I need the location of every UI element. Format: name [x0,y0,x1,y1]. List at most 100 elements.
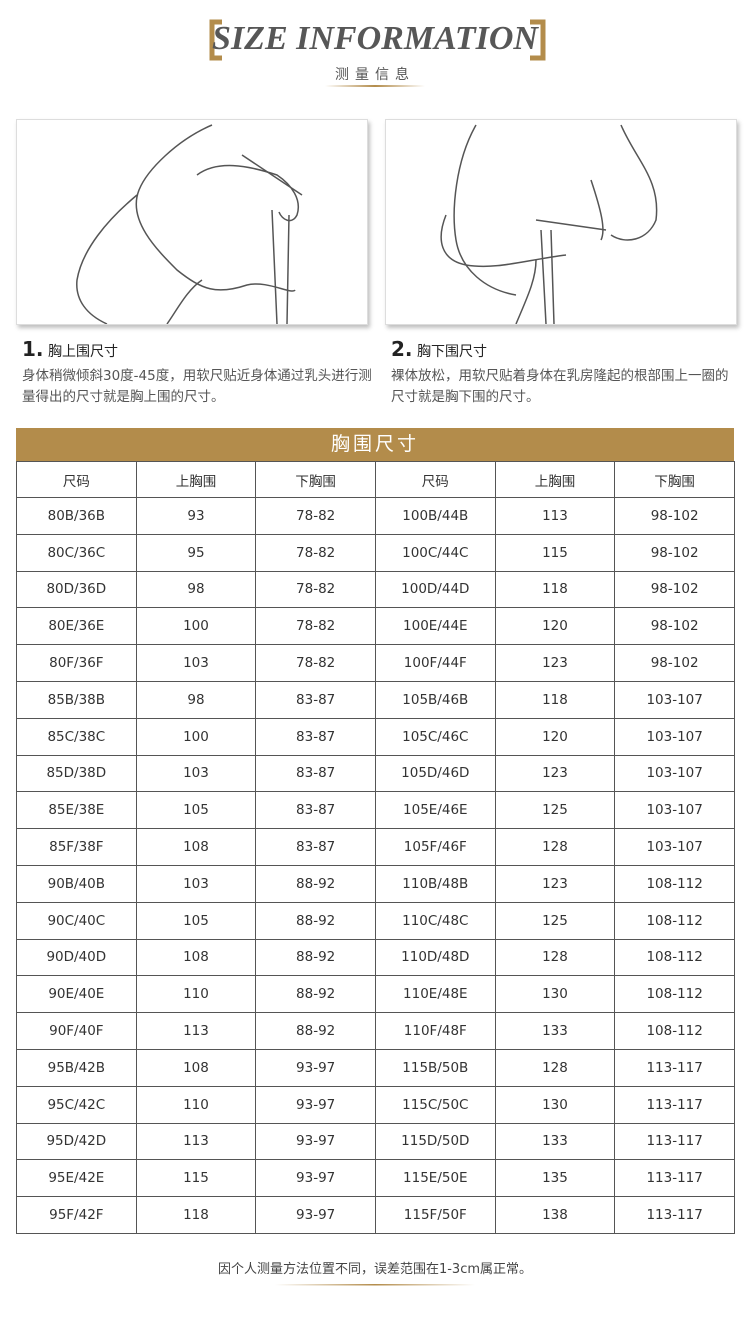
table-row-cell: 108-112 [614,901,735,940]
table-row: 95D/42D 113 93-97 115D/50D 133 113-117 [16,1122,735,1161]
table-row-cell: 93-97 [255,1122,376,1161]
table-row-cell: 105F/46F [374,828,496,866]
table-row-cell: 130 [494,975,616,1014]
table-row-cell: 105D/46D [374,754,496,793]
table-row-cell: 100E/44E [374,607,496,646]
table-row-cell: 103-107 [614,717,735,756]
title: SIZE INFORMATION [212,20,538,57]
table-row-cell: 88-92 [255,901,376,940]
table-row-cell: 113-117 [614,1159,735,1198]
header-row-cell: 尺码 [16,461,137,498]
table-row-cell: 113-117 [614,1122,735,1161]
table-row-cell: 108-112 [614,938,735,977]
table-row: 80B/36B 93 78-82 100B/44B 113 98-102 [16,497,735,535]
table-row-cell: 138 [494,1196,616,1234]
table-row-cell: 78-82 [255,644,376,682]
table-row-cell: 118 [494,680,616,719]
table-row-cell: 93 [135,497,257,535]
table-row-cell: 130 [494,1085,616,1124]
table-row-cell: 80F/36F [16,644,137,682]
table-row-cell: 78-82 [255,570,376,609]
table-row-cell: 85C/38C [16,717,137,756]
table-row-cell: 118 [135,1196,257,1234]
table-row-cell: 93-97 [255,1085,376,1124]
table-row-cell: 105 [135,901,257,940]
table-row: 80E/36E 100 78-82 100E/44E 120 98-102 [16,607,735,646]
table-row-cell: 95C/42C [16,1085,137,1124]
step-heading: 2. 胸下围尺寸 [391,337,487,361]
table-row-cell: 98 [135,570,257,609]
table-row-cell: 115B/50B [374,1048,496,1087]
header-row: 尺码 上胸围 下胸围 尺码 上胸围 下胸围 [16,461,735,498]
step-text: 裸体放松，用软尺贴着身体在乳房隆起的根部围上一圈的尺寸就是胸下围的尺寸。 [391,368,729,405]
table-row-cell: 90F/40F [16,1012,137,1050]
table-row: 90E/40E 110 88-92 110E/48E 130 108-112 [16,975,735,1014]
header-decor [209,19,546,87]
table-row: 90F/40F 113 88-92 110F/48F 133 108-112 [16,1012,735,1050]
table-row: 90D/40D 108 88-92 110D/48D 128 108-112 [16,938,735,977]
table-row-cell: 103-107 [614,680,735,719]
table-row-cell: 95B/42B [16,1048,137,1087]
header-row-cell: 尺码 [374,461,496,498]
table-row-cell: 95E/42E [16,1159,137,1198]
table-row: 95B/42B 108 93-97 115B/50B 128 113-117 [16,1048,735,1087]
table-row-cell: 103-107 [614,791,735,830]
table-row-cell: 98-102 [614,497,735,535]
step-number: 1 [22,337,36,361]
table-row-cell: 108-112 [614,864,735,903]
table-row-cell: 125 [494,791,616,830]
table-row-cell: 115D/50D [374,1122,496,1161]
table-row: 85B/38B 98 83-87 105B/46B 118 103-107 [16,680,735,719]
table-row-cell: 103 [135,864,257,903]
table-row-cell: 90B/40B [16,864,137,903]
table-row-cell: 103 [135,754,257,793]
table-row-cell: 93-97 [255,1048,376,1087]
footer-decor [275,1284,475,1286]
table-row-cell: 113 [494,497,616,535]
table-row-cell: 78-82 [255,533,376,572]
table-row-cell: 83-87 [255,754,376,793]
table-row-cell: 80E/36E [16,607,137,646]
table-row-cell: 110B/48B [374,864,496,903]
table-row-cell: 115E/50E [374,1159,496,1198]
table-row: 80F/36F 103 78-82 100F/44F 123 98-102 [16,644,735,682]
table-row-cell: 98-102 [614,644,735,682]
table-row-cell: 105C/46C [374,717,496,756]
table-row-cell: 110E/48E [374,975,496,1014]
table-row-cell: 98-102 [614,570,735,609]
table-row-cell: 128 [494,938,616,977]
table-row-cell: 120 [494,717,616,756]
table-row-cell: 113-117 [614,1048,735,1087]
table-row: 95F/42F 118 93-97 115F/50F 138 113-117 [16,1196,735,1234]
table-row-cell: 100 [135,717,257,756]
table-row-cell: 100 [135,607,257,646]
table-row-cell: 85E/38E [16,791,137,830]
table-row-cell: 115F/50F [374,1196,496,1234]
table-row-cell: 105 [135,791,257,830]
table-row-cell: 100D/44D [374,570,496,609]
table-row-cell: 88-92 [255,975,376,1014]
table-row-cell: 103-107 [614,754,735,793]
table-row-cell: 113 [135,1012,257,1050]
table-row: 85E/38E 105 83-87 105E/46E 125 103-107 [16,791,735,830]
table-row-cell: 83-87 [255,717,376,756]
table-row-cell: 83-87 [255,828,376,866]
table-row-cell: 128 [494,1048,616,1087]
step-heading: 1. 胸上围尺寸 [22,337,118,361]
header-row-cell: 上胸围 [494,461,616,498]
table-row-cell: 110 [135,1085,257,1124]
table-row-cell: 108-112 [614,1012,735,1050]
table-row-cell: 95 [135,533,257,572]
table-row-cell: 95F/42F [16,1196,137,1234]
table-row-cell: 95D/42D [16,1122,137,1161]
table-row-cell: 100B/44B [374,497,496,535]
table-row-cell: 110C/48C [374,901,496,940]
table-row-cell: 115 [494,533,616,572]
table-row-cell: 133 [494,1012,616,1050]
table-row-cell: 105E/46E [374,791,496,830]
table-row-cell: 85F/38F [16,828,137,866]
table-row-cell: 115 [135,1159,257,1198]
table-row: 85F/38F 108 83-87 105F/46F 128 103-107 [16,828,735,866]
table-row-cell: 108 [135,828,257,866]
